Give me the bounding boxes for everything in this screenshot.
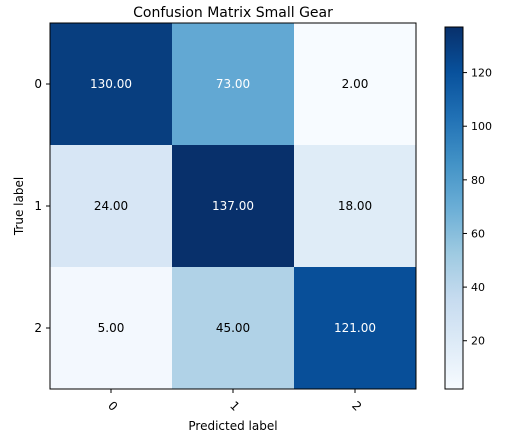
heatmap-cell — [50, 267, 172, 389]
cell-value-label: 24.00 — [94, 199, 128, 213]
y-axis-ticks: 0 1 2 — [34, 77, 50, 335]
cell-value-label: 137.00 — [212, 199, 254, 213]
colorbar-tick-label: 100 — [471, 120, 492, 133]
colorbar-tick-label: 20 — [471, 335, 485, 348]
x-axis-label: Predicted label — [188, 419, 277, 433]
y-tick-label: 2 — [34, 321, 42, 335]
heatmap-cell — [294, 23, 416, 145]
heatmap-cell — [294, 267, 416, 389]
cell-value-label: 121.00 — [334, 321, 376, 335]
y-tick-label: 1 — [34, 199, 42, 213]
cell-value-label: 2.00 — [342, 77, 369, 91]
x-axis-ticks: 0 1 2 — [105, 389, 364, 414]
x-tick-label: 2 — [349, 399, 364, 414]
cell-value-label: 18.00 — [338, 199, 372, 213]
colorbar-ticks: 20 40 60 80 100 120 — [463, 67, 492, 348]
x-tick-label: 0 — [105, 399, 120, 414]
cell-value-label: 73.00 — [216, 77, 250, 91]
heatmap-cell — [50, 145, 172, 267]
heatmap-cells — [50, 23, 416, 389]
cell-value-label: 5.00 — [98, 321, 125, 335]
heatmap-cell — [50, 23, 172, 145]
cell-value-label: 45.00 — [216, 321, 250, 335]
y-tick-label: 0 — [34, 77, 42, 91]
x-tick-label: 1 — [227, 399, 242, 414]
colorbar — [444, 26, 464, 390]
heatmap-cell — [172, 145, 294, 267]
colorbar-tick-label: 120 — [471, 67, 492, 80]
chart-title: Confusion Matrix Small Gear — [133, 5, 333, 21]
cell-value-label: 130.00 — [90, 77, 132, 91]
colorbar-tick-label: 40 — [471, 281, 485, 294]
heatmap-cell — [172, 267, 294, 389]
y-axis-label: True label — [12, 177, 26, 236]
heatmap-cell — [172, 23, 294, 145]
heatmap-cell — [294, 145, 416, 267]
heatmap-cell-labels: 130.00 73.00 2.00 24.00 137.00 18.00 5.00 45.00… — [90, 77, 376, 335]
colorbar-tick-label: 60 — [471, 227, 485, 240]
colorbar-tick-label: 80 — [471, 174, 485, 187]
